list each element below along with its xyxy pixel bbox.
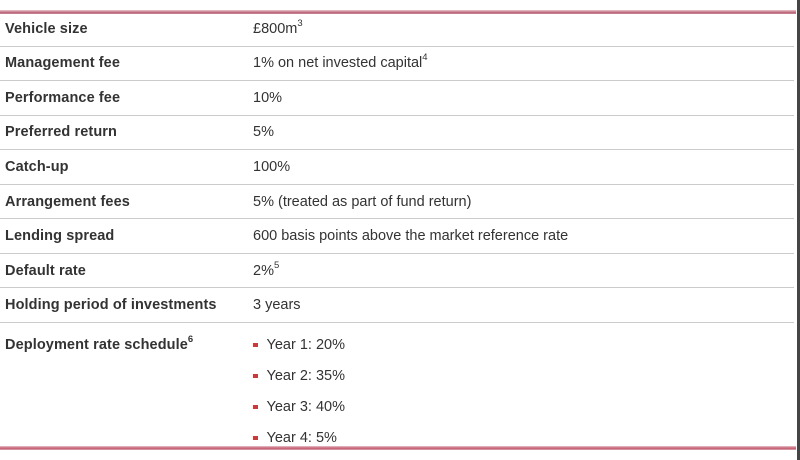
row-label: Holding period of investments [0, 297, 253, 313]
row-value-text: 1% on net invested capital [253, 55, 423, 72]
table-row-deployment-schedule: Deployment rate schedule6 Year 1: 20% Ye… [0, 323, 794, 448]
bullet-square-icon [253, 373, 258, 379]
row-label-text: Arrangement fees [5, 193, 130, 210]
table-row: Catch-up 100% [0, 150, 794, 185]
table-row: Holding period of investments 3 years [0, 288, 794, 323]
value-superscript: 4 [422, 52, 428, 64]
table-row: Management fee 1% on net invested capita… [0, 47, 794, 82]
table-row: Lending spread 600 basis points above th… [0, 219, 794, 254]
table-row: Default rate 2%5 [0, 254, 794, 289]
bullet-square-icon [253, 342, 258, 348]
row-value: 600 basis points above the market refere… [253, 228, 794, 244]
row-label-text: Lending spread [5, 228, 115, 245]
row-label-text: Preferred return [5, 124, 117, 141]
row-value-text: £800m [253, 20, 298, 37]
row-value-text: 3 years [253, 297, 301, 314]
bullet-square-icon [253, 435, 258, 441]
row-value-text: 5% [253, 124, 274, 141]
row-value: £800m3 [253, 17, 794, 37]
row-label-text: Deployment rate schedule [5, 336, 188, 353]
row-label: Default rate [0, 263, 253, 279]
row-value: 5% (treated as part of fund return) [253, 194, 794, 210]
row-label-text: Catch-up [5, 158, 69, 175]
row-value: 1% on net invested capital4 [253, 52, 794, 72]
list-item: Year 3: 40% [253, 397, 794, 417]
row-label: Management fee [0, 55, 253, 71]
row-value-text: 100% [253, 158, 291, 175]
table-row: Preferred return 5% [0, 116, 794, 151]
label-superscript: 6 [187, 334, 194, 346]
row-label: Deployment rate schedule6 [0, 335, 253, 355]
row-value: 5% [253, 124, 794, 140]
value-superscript: 3 [297, 17, 303, 29]
table-row: Arrangement fees 5% (treated as part of … [0, 185, 794, 220]
row-value: Year 1: 20% Year 2: 35% Year 3: 40% Year… [253, 335, 794, 448]
row-value-text: 2% [253, 262, 274, 279]
row-label-text: Holding period of investments [5, 297, 217, 314]
list-item-text: Year 4: 5% [266, 429, 337, 446]
row-value-text: 10% [253, 89, 283, 106]
list-item-text: Year 3: 40% [266, 398, 345, 415]
row-label-text: Performance fee [5, 89, 121, 106]
table-row: Vehicle size £800m3 [0, 12, 794, 47]
row-label: Lending spread [0, 228, 253, 244]
row-value: 3 years [253, 297, 794, 313]
row-label-text: Default rate [5, 262, 86, 279]
row-value: 2%5 [253, 259, 794, 279]
row-label: Catch-up [0, 159, 253, 175]
row-label-text: Vehicle size [5, 20, 88, 37]
list-item: Year 4: 5% [253, 428, 794, 448]
row-value: 100% [253, 159, 794, 175]
fund-terms-table: Vehicle size £800m3 Management fee 1% on… [0, 12, 794, 448]
row-value-text: 5% (treated as part of fund return) [253, 193, 472, 210]
row-value: 10% [253, 90, 794, 106]
row-label-text: Management fee [5, 55, 121, 72]
bottom-rule [0, 446, 796, 450]
list-item-text: Year 1: 20% [266, 336, 345, 353]
right-edge-line [797, 0, 800, 460]
top-rule [0, 10, 796, 14]
row-label: Vehicle size [0, 21, 253, 37]
list-item-text: Year 2: 35% [266, 367, 345, 384]
row-label: Arrangement fees [0, 194, 253, 210]
deployment-schedule-list: Year 1: 20% Year 2: 35% Year 3: 40% Year… [253, 335, 794, 448]
row-label: Preferred return [0, 124, 253, 140]
bullet-square-icon [253, 404, 258, 410]
table-row: Performance fee 10% [0, 81, 794, 116]
value-superscript: 5 [273, 259, 280, 271]
row-value-text: 600 basis points above the market refere… [253, 228, 569, 245]
list-item: Year 2: 35% [253, 366, 794, 386]
row-label: Performance fee [0, 90, 253, 106]
list-item: Year 1: 20% [253, 335, 794, 355]
